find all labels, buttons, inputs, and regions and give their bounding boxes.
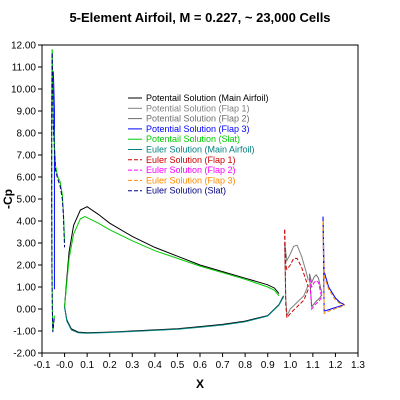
y-tick-label: 3.00 <box>17 239 37 250</box>
x-axis-label: X <box>196 377 204 391</box>
y-tick-label: 12.00 <box>11 41 36 52</box>
chart-title: 5-Element Airfoil, M = 0.227, ~ 23,000 C… <box>69 10 330 25</box>
y-tick-label: 2.00 <box>17 261 37 272</box>
x-tick-label: 0.6 <box>193 360 207 371</box>
y-tick-label: 5.00 <box>17 195 37 206</box>
x-tick-label: 1.1 <box>306 360 320 371</box>
series-line-7-curve-2 <box>284 229 309 320</box>
legend-entry: Euler Solution (Slat) <box>146 186 226 196</box>
y-tick-label: 8.00 <box>17 129 37 140</box>
y-axis: -2.00 -1.00 0.00 1.00 2.00 3.00 4.00 5.00 6.00 7.… <box>11 41 42 360</box>
x-tick-label: 0.2 <box>103 360 117 371</box>
y-axis-label: -Cp <box>1 189 15 209</box>
y-tick-label: 7.00 <box>17 151 37 162</box>
x-tick-label: 0.9 <box>261 360 275 371</box>
series-line-8-curve-2 <box>308 278 323 311</box>
legend-entry: Euler Solution (Flap 3) <box>146 175 236 185</box>
series-line-9-curve-2 <box>322 220 345 315</box>
y-tick-label: 1.00 <box>17 283 37 294</box>
legend-entry: Euler Solution (Flap 1) <box>146 155 236 165</box>
x-tick-label: 1.3 <box>351 360 365 371</box>
y-tick-label: 4.00 <box>17 217 37 228</box>
series-line-4-curve-3 <box>322 216 345 312</box>
series-line-6-curve-1 <box>64 296 284 334</box>
x-tick-label: 1.2 <box>328 360 342 371</box>
x-axis: -0.1 -0.0 0.1 0.2 0.3 0.4 0.5 0.6 0.7 0.8 0.9 1.0 1.… <box>33 353 365 371</box>
legend-entry: Potential Solution (Flap 2) <box>146 114 250 124</box>
series-line-3-curve-1 <box>308 273 323 294</box>
series-line-7-curve-1 <box>284 229 309 288</box>
series-line-4-curve-1 <box>52 71 55 290</box>
y-tick-label: 9.00 <box>17 107 37 118</box>
y-tick-label: 10.00 <box>11 85 36 96</box>
x-tick-label: 0.3 <box>125 360 139 371</box>
x-tick-label: -0.1 <box>33 360 51 371</box>
x-tick-label: 0.4 <box>148 360 162 371</box>
y-tick-label: 6.00 <box>17 173 37 184</box>
series-layer <box>51 49 345 334</box>
legend-entry: Potentail Solution (Slat) <box>146 134 240 144</box>
y-tick-label: -1.00 <box>13 327 36 338</box>
x-tick-label: -0.0 <box>56 360 74 371</box>
series-line-3-curve-2 <box>308 273 323 309</box>
y-tick-label: 11.00 <box>12 63 37 74</box>
x-tick-label: 0.1 <box>80 360 94 371</box>
y-tick-label: 0.00 <box>17 305 37 316</box>
series-line-5-curve-3 <box>64 216 280 307</box>
x-tick-label: 0.5 <box>170 360 184 371</box>
series-line-1-curve-1 <box>64 206 280 307</box>
x-tick-label: 0.7 <box>216 360 230 371</box>
legend-entry: Potential Solution (Flap 1) <box>146 103 250 113</box>
legend-entry: Euler Solution (Main Airfoil) <box>146 145 255 155</box>
legend-entry: Euler Solution (Flap 2) <box>146 165 236 175</box>
y-tick-label: -2.00 <box>13 349 36 360</box>
series-line-2-curve-1 <box>284 242 309 281</box>
series-line-10-curve-2 <box>51 53 55 333</box>
x-tick-label: 0.8 <box>238 360 252 371</box>
series-line-8-curve-1 <box>308 278 323 299</box>
legend-entry: Potential Solution (Flap 3) <box>146 124 250 134</box>
legend: Potentail Solution (Main Airfoil)Potenti… <box>128 93 269 196</box>
series-line-10-curve-1 <box>51 53 66 248</box>
legend-entry: Potentail Solution (Main Airfoil) <box>146 93 269 103</box>
x-tick-label: 1.0 <box>283 360 297 371</box>
